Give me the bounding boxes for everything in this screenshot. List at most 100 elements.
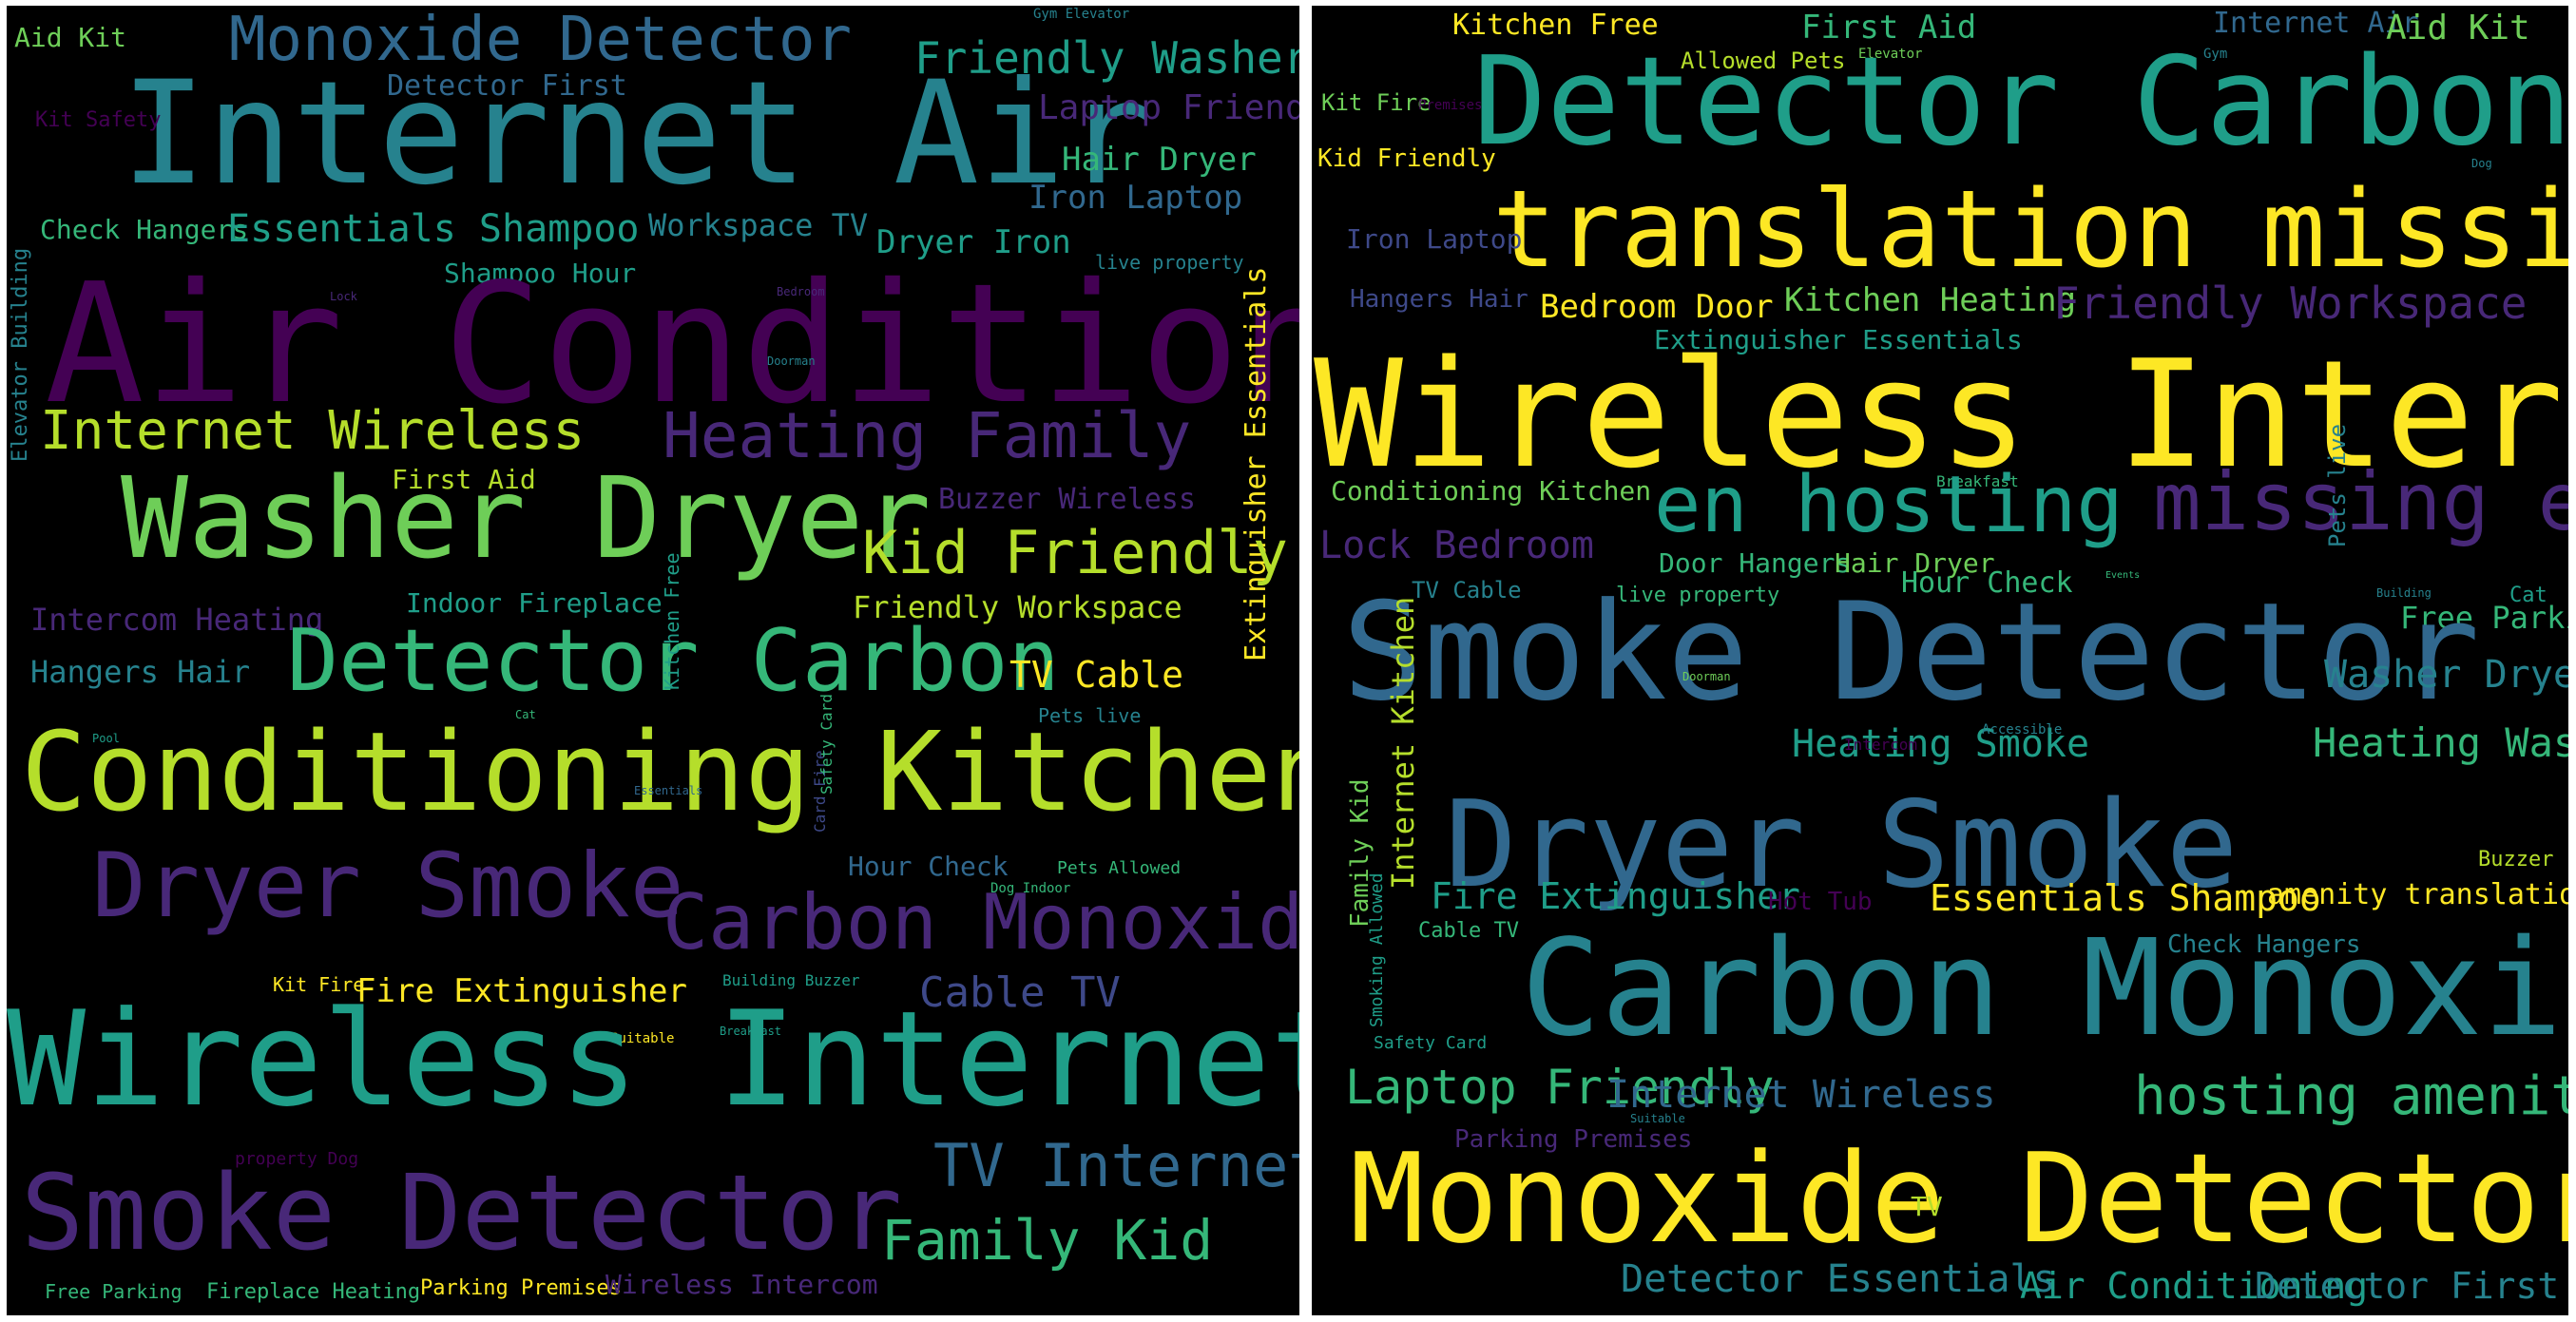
left-cloud-word-30: Kitchen Free xyxy=(661,552,683,691)
left-cloud-word-20: Heating Family xyxy=(663,399,1192,472)
left-cloud-word-39: Dryer Smoke xyxy=(92,834,684,938)
left-cloud-word-49: TV Internet xyxy=(933,1131,1299,1200)
left-cloud-word-44: Cable TV xyxy=(919,968,1121,1017)
right-cloud-word-16: Kitchen Heating xyxy=(1784,281,2077,319)
left-cloud-word-18: Extinguisher Essentials xyxy=(1240,266,1273,661)
right-cloud-word-49: Essentials Shampoo xyxy=(1930,877,2321,919)
right-cloud-word-9: Premises xyxy=(1418,98,1483,113)
left-cloud-word-36: Hour Check xyxy=(848,851,1009,882)
right-cloud-word-12: translation missing xyxy=(1492,168,2568,292)
right-cloud-word-64: Detector First xyxy=(2255,1265,2560,1307)
right-cloud-word-63: Air Conditioning xyxy=(2020,1265,2369,1307)
left-cloud-word-53: Fireplace Heating xyxy=(206,1280,421,1304)
left-cloud-word-6: Laptop Friendly xyxy=(1038,88,1299,127)
right-cloud-word-58: Parking Premises xyxy=(1454,1125,1693,1154)
right-cloud-word-1: First Aid xyxy=(1801,9,1977,47)
left-cloud-word-35: Safety Card xyxy=(817,694,836,795)
left-cloud-word-51: Family Kid xyxy=(881,1208,1214,1273)
right-cloud-word-8: Kit Fire xyxy=(1321,89,1432,116)
left-cloud-word-26: Indoor Fireplace xyxy=(406,587,663,619)
right-cloud-word-36: Washer Dryer xyxy=(2324,653,2568,697)
right-cloud-word-4: Allowed Pets xyxy=(1681,48,1846,74)
right-cloud-word-22: en hosting xyxy=(1654,460,2124,550)
right-cloud-word-45: Buzzer xyxy=(2478,848,2554,872)
right-cloud-word-3: Aid Kit xyxy=(2386,9,2530,48)
right-cloud-word-27: Hair Dryer xyxy=(1835,547,1995,579)
right-cloud-word-0: Kitchen Free xyxy=(1452,9,1659,42)
right-cloud-word-10: Kid Friendly xyxy=(1317,144,1496,173)
left-cloud-word-23: Buzzer Wireless xyxy=(938,483,1196,516)
right-cloud-word-35: Smoke Detector xyxy=(1342,574,2480,731)
right-cloud-word-48: Hot Tub xyxy=(1768,888,1873,916)
right-cloud-word-34: Free Parking xyxy=(2400,600,2568,636)
left-cloud-word-16: Elevator Building xyxy=(9,247,32,462)
right-cloud-word-52: Check Hangers xyxy=(2167,930,2361,959)
left-cloud-word-60: Pool xyxy=(92,732,120,745)
left-cloud-word-13: Dryer Iron xyxy=(876,223,1071,261)
right-cloud-word-46: Smoking Allowed xyxy=(1367,872,1387,1027)
left-cloud-word-46: Breakfast xyxy=(720,1025,782,1038)
left-cloud-word-27: Friendly Workspace xyxy=(853,589,1182,625)
left-cloud-word-12: Workspace TV xyxy=(648,207,869,243)
left-cloud-word-3: Gym Elevator xyxy=(1033,7,1130,22)
left-cloud-word-42: Fire Extinguisher xyxy=(356,972,687,1010)
left-cloud-word-38: Dog Indoor xyxy=(990,881,1071,896)
left-cloud-word-4: Internet Air xyxy=(121,51,1151,217)
right-cloud-word-18: Extinguisher Essentials xyxy=(1654,324,2023,355)
right-cloud-word-47: Fire Extinguisher xyxy=(1431,875,1800,917)
right-cloud-word-7: Detector Carbon xyxy=(1473,31,2568,173)
right-cloud-word-6: Gym xyxy=(2203,47,2228,62)
right-cloud-word-57: hosting amenity xyxy=(2134,1065,2568,1127)
right-cloud-word-2: Internet Air xyxy=(2213,7,2419,40)
left-cloud-word-5: Detector First xyxy=(387,69,627,103)
left-cloud-word-52: Free Parking xyxy=(45,1280,183,1303)
left-cloud-word-9: Iron Laptop xyxy=(1028,179,1243,217)
left-cloud-word-10: Check Hangers xyxy=(40,214,249,245)
right-cloud-word-15: Bedroom Door xyxy=(1540,288,1774,326)
right-cloud-word-43: Internet Kitchen xyxy=(1385,596,1421,890)
right-cloud-word-54: Safety Card xyxy=(1374,1033,1488,1053)
right-cloud-word-24: Pets live xyxy=(2324,423,2351,547)
left-cloud-word-37: Pets Allowed xyxy=(1057,858,1182,878)
left-cloud-word-19: Internet Wireless xyxy=(40,400,586,462)
right-cloud-word-59: Suitable xyxy=(1630,1112,1685,1125)
left-cloud-word-2: Friendly Washer xyxy=(914,32,1299,84)
word-cloud-left: Aid Kit Monoxide Detector Friendly Washer G… xyxy=(7,6,1299,1315)
right-cloud-word-37: Doorman xyxy=(1682,670,1731,683)
left-cloud-word-28: Hangers Hair xyxy=(30,654,251,690)
left-cloud-word-8: Hair Dryer xyxy=(1062,141,1257,179)
word-cloud-right: Kitchen Free First Aid Internet Air Aid Kit… xyxy=(1312,6,2568,1315)
right-cloud-word-21: Breakfast xyxy=(1936,472,2019,490)
left-cloud-word-33: Conditioning Kitchen xyxy=(21,709,1299,836)
right-cloud-word-14: Hangers Hair xyxy=(1350,285,1528,314)
left-cloud-word-1: Monoxide Detector xyxy=(229,6,853,75)
left-cloud-word-0: Aid Kit xyxy=(14,22,127,53)
left-cloud-word-7: Kit Safety xyxy=(35,108,162,132)
right-cloud-word-29: live property xyxy=(1616,584,1780,607)
left-cloud-word-55: Wireless Intercom xyxy=(606,1269,878,1300)
right-cloud-word-53: Carbon Monoxide xyxy=(1521,911,2568,1066)
left-cloud-word-14: Shampoo Hour xyxy=(444,258,637,289)
left-cloud-word-11: Essentials Shampoo xyxy=(227,207,640,251)
left-cloud-word-31: TV Cable xyxy=(1009,654,1184,696)
right-cloud-word-30: Hour Check xyxy=(1901,566,2073,600)
left-cloud-word-22: Washer Dryer xyxy=(121,452,932,584)
left-cloud-word-59: Cat xyxy=(515,708,536,721)
right-cloud-word-20: Conditioning Kitchen xyxy=(1331,475,1652,507)
right-cloud-word-19: Wireless Internet xyxy=(1314,328,2568,501)
left-cloud-word-43: Building Buzzer xyxy=(722,971,860,989)
right-cloud-word-41: Heating Washer xyxy=(2313,719,2568,766)
left-cloud-word-25: Intercom Heating xyxy=(30,602,324,638)
right-cloud-word-5: Elevator xyxy=(1858,47,1923,62)
left-cloud-word-58: Doorman xyxy=(767,354,816,368)
left-cloud-word-45: Suitable xyxy=(610,1031,675,1046)
left-cloud-word-29: Detector Carbon xyxy=(287,611,1060,711)
left-cloud-word-40: Carbon Monoxide xyxy=(663,878,1299,967)
left-cloud-word-48: property Dog xyxy=(235,1149,359,1169)
left-cloud-word-54: Parking Premises xyxy=(420,1276,622,1300)
right-cloud-word-56: Internet Wireless xyxy=(1606,1073,1996,1117)
left-cloud-word-57: Bedroom xyxy=(777,285,825,298)
right-cloud-word-55: Laptop Friendly xyxy=(1345,1060,1775,1115)
right-cloud-word-44: Dryer Smoke xyxy=(1445,775,2239,914)
left-cloud-word-17: Air Conditioning xyxy=(45,248,1299,441)
